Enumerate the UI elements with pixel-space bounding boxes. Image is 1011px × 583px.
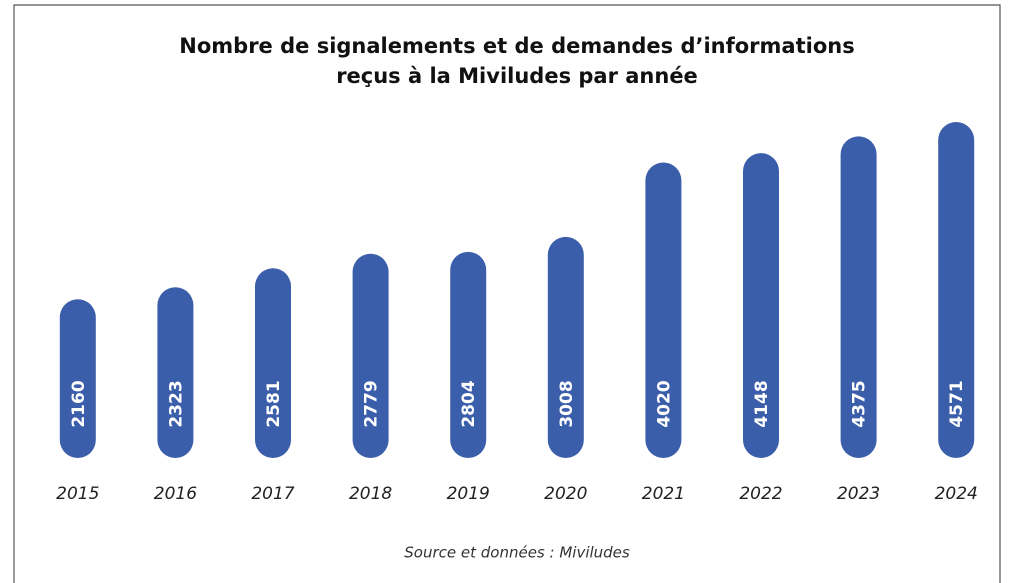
bar	[450, 251, 487, 458]
x-tick-label: 2016	[154, 484, 197, 504]
value-label: 2804	[459, 380, 479, 427]
value-label: 4148	[752, 380, 772, 427]
bar	[59, 299, 96, 458]
chart-title: reçus à la Miviludes par année	[336, 64, 698, 88]
bar	[645, 162, 682, 458]
value-label: 4571	[947, 380, 967, 427]
x-tick-label: 2024	[935, 484, 978, 504]
value-label: 4375	[850, 380, 870, 427]
x-tick-label: 2017	[251, 484, 294, 504]
value-label: 3008	[557, 380, 577, 427]
bar	[255, 268, 291, 458]
value-label: 2581	[264, 380, 284, 427]
bar	[157, 287, 194, 458]
bar	[743, 153, 779, 458]
x-tick-label: 2018	[349, 484, 392, 504]
chart-title: Nombre de signalements et de demandes d’…	[179, 34, 854, 58]
value-label: 2323	[166, 380, 186, 427]
value-label: 2779	[362, 380, 382, 427]
x-tick-label: 2019	[447, 484, 490, 504]
value-label: 4020	[654, 380, 674, 427]
x-tick-label: 2023	[837, 484, 880, 504]
x-tick-label: 2015	[56, 484, 99, 504]
frame	[13, 4, 1001, 583]
x-tick-label: 2022	[739, 484, 782, 504]
bar	[840, 136, 877, 458]
bar	[352, 253, 389, 458]
value-label: 2160	[69, 380, 89, 427]
bar	[938, 122, 975, 458]
bar	[547, 236, 584, 458]
x-tick-label: 2021	[642, 484, 685, 504]
x-tick-label: 2020	[544, 484, 587, 504]
source: Source et données : Miviludes	[404, 544, 630, 562]
